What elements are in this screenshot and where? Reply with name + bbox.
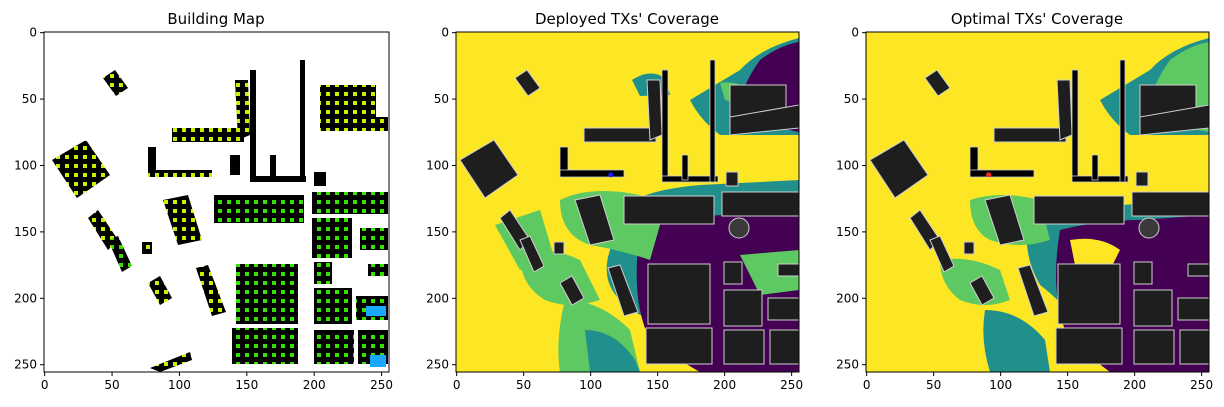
y-ticks: 0 50 100 150 200 250 bbox=[14, 26, 44, 372]
x-tick-label: 0 bbox=[863, 378, 871, 392]
panel-building-map: Building Map bbox=[14, 10, 393, 392]
transmitter-marker bbox=[608, 172, 614, 178]
y-tick-label: 50 bbox=[434, 92, 449, 106]
x-ticks: 0 50 100 150 200 250 bbox=[41, 372, 393, 392]
x-tick-label: 200 bbox=[303, 378, 326, 392]
y-tick-label: 0 bbox=[851, 26, 859, 40]
x-tick-label: 50 bbox=[926, 378, 941, 392]
y-tick-label: 200 bbox=[426, 291, 449, 305]
y-ticks: 0 50 100 150 200 250 bbox=[426, 26, 456, 372]
x-tick-label: 250 bbox=[370, 378, 393, 392]
y-ticks: 0 50 100 150 200 250 bbox=[836, 26, 866, 372]
x-tick-label: 250 bbox=[780, 378, 803, 392]
y-tick-label: 100 bbox=[426, 158, 449, 172]
x-tick-label: 50 bbox=[516, 378, 531, 392]
axes-frame bbox=[865, 31, 1210, 373]
x-tick-label: 150 bbox=[1056, 378, 1079, 392]
buildings bbox=[52, 60, 388, 372]
x-tick-label: 0 bbox=[453, 378, 461, 392]
x-tick-label: 50 bbox=[104, 378, 119, 392]
y-tick-label: 200 bbox=[836, 291, 859, 305]
highlight-rx bbox=[366, 306, 386, 316]
highlight-rx bbox=[370, 355, 386, 367]
y-tick-label: 250 bbox=[14, 358, 37, 372]
axes-frame bbox=[455, 31, 800, 373]
x-tick-label: 100 bbox=[579, 378, 602, 392]
y-tick-label: 100 bbox=[836, 158, 859, 172]
y-tick-label: 250 bbox=[836, 358, 859, 372]
y-tick-label: 200 bbox=[14, 291, 37, 305]
y-tick-label: 50 bbox=[844, 92, 859, 106]
y-tick-label: 0 bbox=[441, 26, 449, 40]
panel-deployed-coverage: Deployed TXs' Coverage bbox=[426, 10, 803, 392]
x-tick-label: 100 bbox=[989, 378, 1012, 392]
x-tick-label: 100 bbox=[168, 378, 191, 392]
y-tick-label: 150 bbox=[836, 225, 859, 239]
x-tick-label: 200 bbox=[713, 378, 736, 392]
y-tick-label: 250 bbox=[426, 358, 449, 372]
x-tick-label: 250 bbox=[1190, 378, 1213, 392]
optimal-coverage-image bbox=[866, 32, 1209, 372]
building-map-image bbox=[44, 32, 389, 372]
panel-title: Building Map bbox=[167, 10, 264, 28]
y-tick-label: 50 bbox=[22, 92, 37, 106]
x-ticks: 0 50 100 150 200 250 bbox=[863, 372, 1213, 392]
x-ticks: 0 50 100 150 200 250 bbox=[453, 372, 803, 392]
panel-optimal-coverage: Optimal TXs' Coverage bbox=[836, 10, 1213, 392]
y-tick-label: 100 bbox=[14, 158, 37, 172]
y-tick-label: 0 bbox=[29, 26, 37, 40]
axes-frame bbox=[43, 31, 390, 373]
x-tick-label: 150 bbox=[235, 378, 258, 392]
panel-title: Optimal TXs' Coverage bbox=[951, 10, 1123, 28]
x-tick-label: 0 bbox=[41, 378, 49, 392]
panel-title: Deployed TXs' Coverage bbox=[535, 10, 719, 28]
y-tick-label: 150 bbox=[426, 225, 449, 239]
x-tick-label: 150 bbox=[646, 378, 669, 392]
deployed-coverage-image bbox=[456, 32, 799, 372]
x-tick-label: 200 bbox=[1123, 378, 1146, 392]
y-tick-label: 150 bbox=[14, 225, 37, 239]
transmitter-marker bbox=[986, 172, 992, 178]
